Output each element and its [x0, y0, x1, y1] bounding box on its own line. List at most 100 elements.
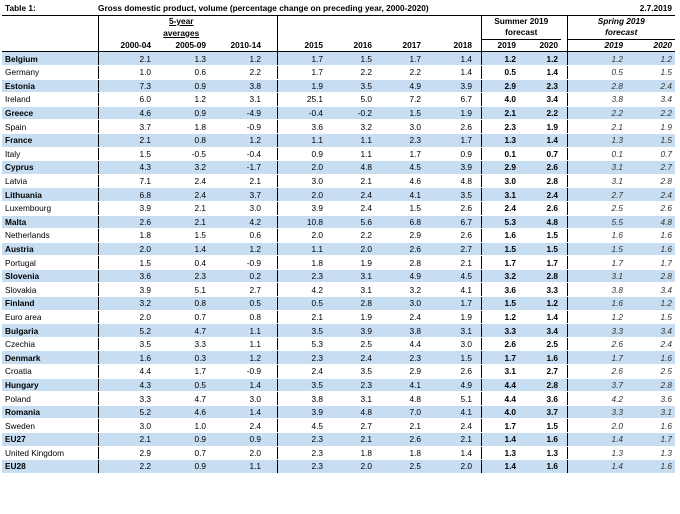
value-cell: 2.3	[154, 269, 209, 284]
value-cell: 2.4	[154, 174, 209, 189]
table-row: Germany 1.0 0.6 2.2 1.7 2.2 2.2 1.4 0.5 1.4 0.5 1.5	[2, 65, 676, 80]
row-label: Euro area	[2, 309, 99, 325]
value-cell: 2.4	[326, 201, 375, 216]
value-cell: 6.8	[375, 215, 424, 230]
row-label: Romania	[2, 405, 99, 420]
row-label: United Kingdom	[2, 445, 99, 461]
summer-forecast-cell: 2.7	[519, 364, 561, 379]
summer-forecast-cell: 1.2	[519, 51, 561, 66]
spacer-cell	[561, 160, 568, 175]
value-cell: 1.5	[424, 350, 475, 366]
value-cell: 5.2	[98, 405, 154, 420]
table-description: Gross domestic product, volume (percenta…	[98, 3, 561, 16]
summer-forecast-cell: 1.7	[481, 255, 519, 270]
row-label: Sweden	[2, 418, 99, 433]
row-label: Czechia	[2, 337, 99, 352]
group-row-1: 5-year Summer 2019 Spring 2019	[2, 15, 675, 28]
summer-forecast-cell: 1.5	[481, 242, 519, 257]
summer-forecast-cell: 3.6	[481, 282, 519, 298]
spacer-cell	[561, 79, 568, 94]
spring-forecast-cell: 1.5	[626, 65, 676, 80]
spacer-cell	[561, 337, 568, 352]
value-cell: 2.1	[326, 174, 375, 189]
value-cell: 1.5	[98, 147, 154, 162]
spring-forecast-cell: 2.4	[626, 79, 676, 94]
spring-forecast-cell: 2.4	[626, 337, 676, 352]
summer-forecast-cell: 2.2	[519, 106, 561, 121]
summer-forecast-cell: 3.4	[519, 323, 561, 338]
value-cell: 5.0	[326, 92, 375, 107]
group-summer-line1: Summer 2019	[494, 15, 549, 26]
spacer-cell	[264, 242, 278, 257]
value-cell: 2.8	[326, 296, 375, 311]
spring-forecast-cell: 3.8	[567, 92, 626, 107]
spacer-cell	[475, 378, 482, 393]
summer-forecast-cell: 0.7	[519, 147, 561, 162]
value-cell: 1.2	[209, 242, 264, 257]
group-averages-line2: averages	[163, 27, 200, 38]
summer-forecast-cell: 1.5	[519, 418, 561, 433]
value-cell: 2.4	[375, 309, 424, 325]
value-cell: 3.9	[277, 201, 326, 216]
title-row: Table 1: Gross domestic product, volume …	[2, 3, 676, 16]
spring-forecast-cell: 3.1	[567, 160, 626, 175]
value-cell: 4.8	[326, 405, 375, 420]
value-cell: 0.7	[154, 445, 209, 461]
value-cell: 1.8	[375, 445, 424, 461]
row-label: Germany	[2, 65, 99, 80]
value-cell: 7.2	[375, 92, 424, 107]
value-cell: 2.3	[277, 445, 326, 461]
value-cell: 0.7	[154, 309, 209, 325]
summer-forecast-cell: 4.0	[481, 92, 519, 107]
value-cell: 4.6	[98, 106, 154, 121]
spacer-cell	[475, 160, 482, 175]
spacer-cell	[475, 201, 482, 216]
value-cell: -1.7	[209, 160, 264, 175]
spring-forecast-cell: 2.4	[626, 187, 676, 202]
spring-forecast-cell: 2.0	[567, 418, 626, 433]
value-cell: 2.4	[326, 350, 375, 366]
spring-forecast-cell: 2.2	[626, 106, 676, 121]
summer-forecast-cell: 3.7	[519, 405, 561, 420]
row-label: EU28	[2, 459, 99, 474]
row-label: Malta	[2, 215, 99, 230]
spring-forecast-cell: 2.6	[626, 201, 676, 216]
value-cell: 4.6	[375, 174, 424, 189]
value-cell: 2.2	[326, 65, 375, 80]
value-cell: 5.2	[98, 323, 154, 338]
value-cell: 3.9	[424, 160, 475, 175]
value-cell: 2.4	[154, 187, 209, 202]
spacer-cell	[475, 65, 482, 80]
spacer-cell	[475, 147, 482, 162]
value-cell: 2.2	[209, 65, 264, 80]
table-row: EU28 2.2 0.9 1.1 2.3 2.0 2.5 2.0 1.4 1.6 1.4 1.6	[2, 459, 676, 474]
value-cell: 2.7	[424, 242, 475, 257]
value-cell: 3.1	[326, 391, 375, 406]
value-cell: 0.8	[154, 133, 209, 148]
value-cell: 3.0	[424, 337, 475, 352]
table-row: Hungary 4.3 0.5 1.4 3.5 2.3 4.1 4.9 4.4 2.8 3.7 2.8	[2, 378, 676, 393]
spring-forecast-cell: 1.3	[567, 445, 626, 461]
spacer-cell	[264, 147, 278, 162]
value-cell: 1.5	[375, 201, 424, 216]
gdp-table: Table 1: Gross domestic product, volume …	[2, 3, 676, 474]
spacer-cell	[475, 350, 482, 366]
spacer-cell	[561, 133, 568, 148]
spacer-cell	[264, 119, 278, 134]
spacer-cell	[264, 255, 278, 270]
spring-forecast-cell: 2.7	[626, 160, 676, 175]
spacer-cell	[264, 296, 278, 311]
group-spring-line2: forecast	[567, 27, 676, 40]
value-cell: 3.9	[277, 405, 326, 420]
spring-forecast-cell: 1.7	[567, 350, 626, 366]
value-cell: 1.1	[209, 323, 264, 338]
value-cell: 4.8	[326, 160, 375, 175]
value-cell: 0.5	[209, 296, 264, 311]
spacer-cell	[264, 391, 278, 406]
summer-forecast-cell: 4.0	[481, 405, 519, 420]
value-cell: 0.5	[277, 296, 326, 311]
value-cell: 1.4	[209, 378, 264, 393]
summer-forecast-cell: 1.7	[481, 418, 519, 433]
value-cell: 3.5	[424, 187, 475, 202]
col-header: 2016	[326, 39, 375, 53]
